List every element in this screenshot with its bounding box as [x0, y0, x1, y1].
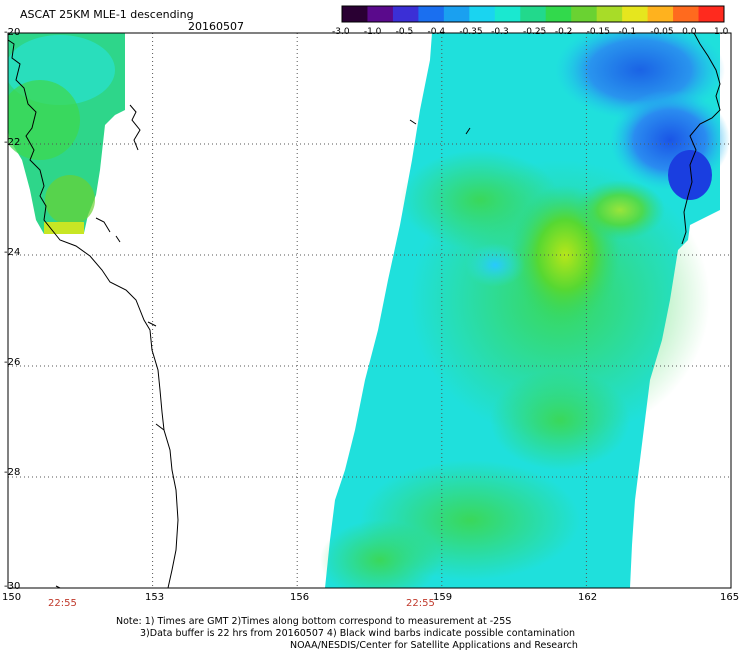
lat-label: -28 [4, 467, 21, 478]
map-date: 20160507 [188, 20, 244, 33]
colorbar-swatch [342, 6, 368, 22]
colorbar-tick-label: -0.15 [586, 27, 610, 37]
lat-label: -24 [4, 247, 21, 258]
lat-label: -26 [4, 357, 21, 368]
colorbar-swatch [673, 6, 700, 22]
west-swath [8, 33, 125, 234]
note-line-2: 3)Data buffer is 22 hrs from 20160507 4)… [140, 628, 576, 639]
colorbar-swatch [647, 6, 674, 22]
lon-label: 165 [720, 592, 740, 603]
colorbar-swatch [469, 6, 496, 22]
colorbar-tick-label: -0.1 [618, 27, 637, 37]
time-label: 22:55 [48, 598, 77, 609]
map-title: ASCAT 25KM MLE-1 descending [20, 8, 194, 21]
colorbar-swatch [545, 6, 572, 22]
colorbar-swatch [520, 6, 547, 22]
coastline [7, 32, 721, 589]
lon-label: 156 [290, 592, 310, 603]
colorbar-tick-label: -0.05 [650, 27, 674, 37]
colorbar-tick-label: -3.0 [332, 27, 350, 37]
time-label: 22:55 [406, 598, 435, 609]
colorbar-swatch [698, 6, 725, 22]
colorbar-swatch [622, 6, 649, 22]
colorbar-swatch [392, 6, 419, 22]
colorbar-tick-label: 0.0 [682, 27, 697, 37]
colorbar [341, 5, 725, 23]
lon-label: 159 [433, 592, 453, 603]
colorbar-tick-label: -0.5 [395, 27, 414, 37]
colorbar-tick-label: -0.4 [427, 27, 446, 37]
lat-label: -20 [4, 27, 21, 38]
colorbar-swatch [443, 6, 470, 22]
colorbar-tick-label: 1.0 [714, 27, 729, 37]
plot-border [7, 32, 732, 589]
lon-label: 150 [2, 592, 22, 603]
colorbar-swatch [571, 6, 598, 22]
lat-label: -30 [4, 581, 21, 592]
colorbar-tick-label: -0.3 [491, 27, 509, 37]
colorbar-swatch [367, 6, 394, 22]
colorbar-tick-label: -0.35 [459, 27, 483, 37]
colorbar-tick-label: -0.25 [523, 27, 547, 37]
note-line-3: NOAA/NESDIS/Center for Satellite Applica… [290, 640, 578, 651]
colorbar-border [341, 5, 725, 23]
colorbar-swatch [494, 6, 521, 22]
colorbar-tick-label: -0.2 [554, 27, 573, 37]
colorbar-tick-label: -1.0 [363, 27, 382, 37]
lon-label: 162 [578, 592, 598, 603]
note-line-1: Note: 1) Times are GMT 2)Times along bot… [116, 616, 512, 627]
colorbar-swatch [418, 6, 445, 22]
graticule [8, 33, 731, 588]
lon-label: 153 [145, 592, 165, 603]
lat-label: -22 [4, 137, 21, 148]
colorbar-swatch [596, 6, 623, 22]
